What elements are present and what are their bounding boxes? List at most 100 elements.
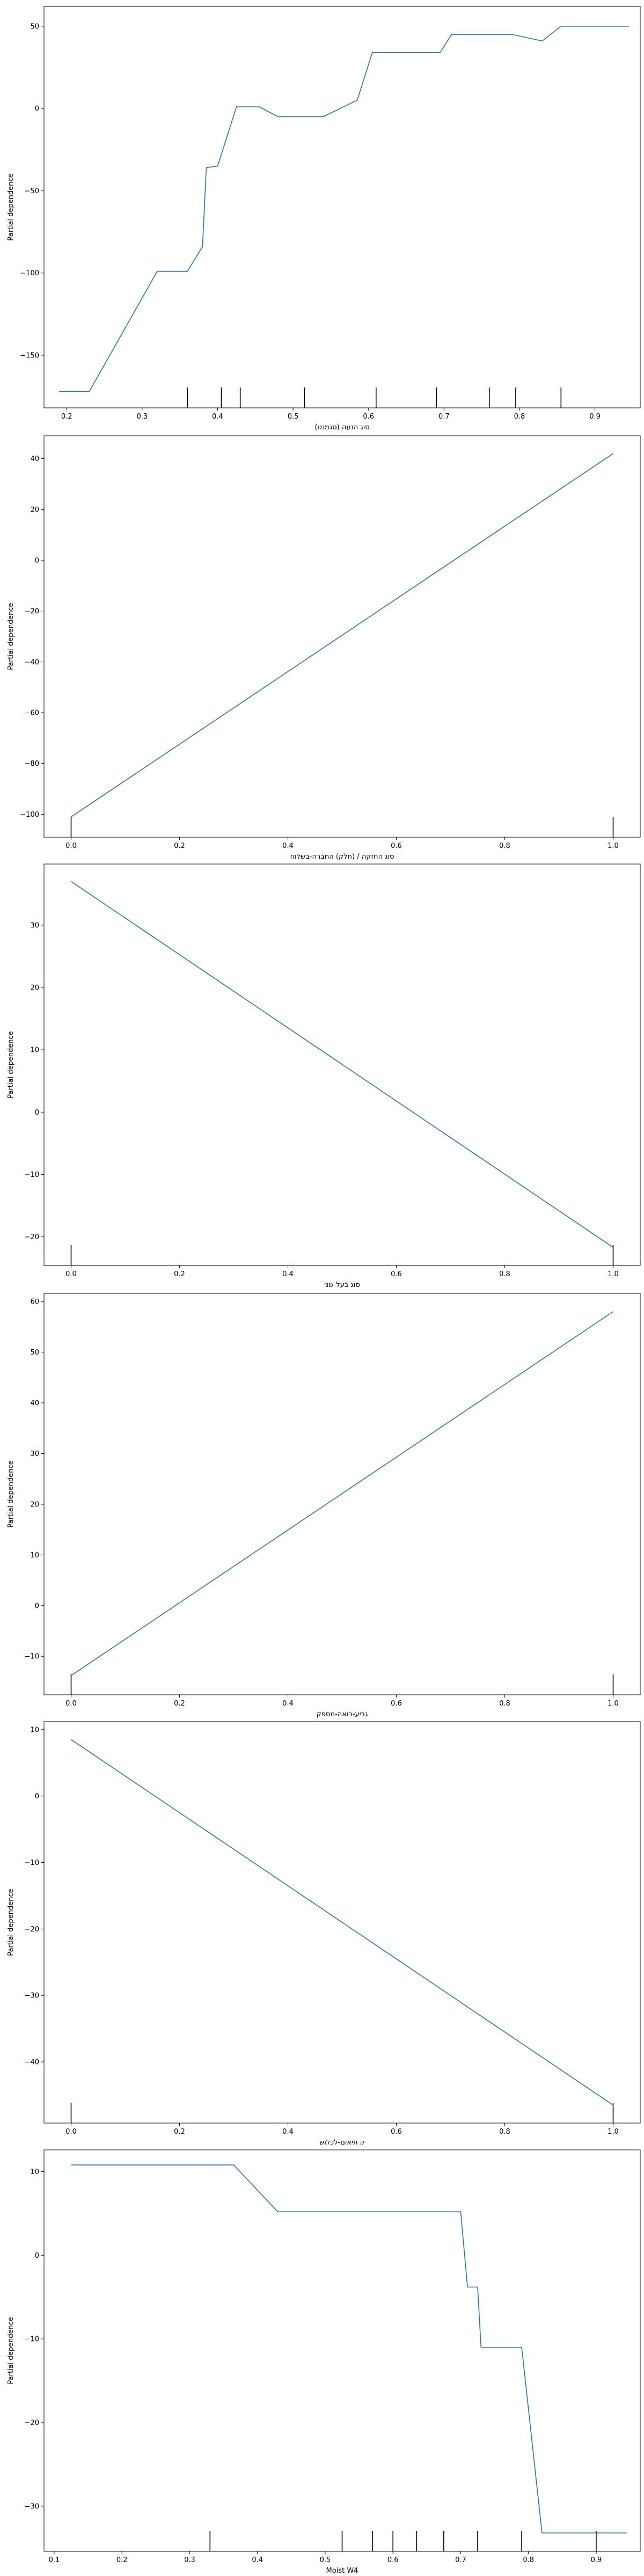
x-tick-label: 0.5 <box>288 413 299 421</box>
x-tick-label: 0.8 <box>499 1270 510 1278</box>
y-axis-label: Partial dependence <box>7 1460 15 1527</box>
y-tick-label: 10 <box>30 2168 39 2176</box>
x-tick-label: 0.5 <box>320 2556 331 2564</box>
axes-frame <box>43 1293 641 1695</box>
x-tick-label: 0.4 <box>282 2128 294 2136</box>
x-tick-label: 0.7 <box>455 2556 466 2564</box>
y-tick-label: −20 <box>25 1926 39 1934</box>
y-tick-label: −150 <box>20 352 39 360</box>
x-axis-label: גביע-רואה-מספק <box>317 1710 368 1718</box>
y-tick-label: −20 <box>25 1233 39 1241</box>
chart-panel-3: 0.0 0.2 0.4 0.6 0.8 1.0 30 20 10 0 −10 −20 סוג בעל-ש… <box>7 863 641 1289</box>
series-line <box>59 25 629 392</box>
x-axis-label: ק תיאום-לכלוש <box>319 2139 365 2147</box>
x-tick-label: 0.2 <box>174 1270 185 1278</box>
y-axis-label: Partial dependence <box>7 173 15 240</box>
x-tick-label: 0.4 <box>282 1700 294 1708</box>
x-tick-label: 0.0 <box>65 842 77 850</box>
x-tick-label: 0.6 <box>363 413 374 421</box>
y-tick-label: 30 <box>30 921 39 930</box>
series-line <box>71 2164 627 2534</box>
x-tick-label: 0.4 <box>282 1270 294 1278</box>
y-tick-label: 20 <box>30 984 39 992</box>
x-tick-label: 0.1 <box>49 2556 60 2564</box>
y-tick-label: −20 <box>25 2419 39 2427</box>
x-tick-label: 0.4 <box>252 2556 263 2564</box>
x-tick-label: 1.0 <box>608 1700 619 1708</box>
y-tick-label: 40 <box>30 455 39 463</box>
y-tick-label: 0 <box>35 1602 39 1610</box>
x-tick-label: 0.6 <box>391 842 402 850</box>
y-tick-label: 60 <box>30 1298 39 1306</box>
y-tick-label: 10 <box>30 1046 39 1055</box>
y-tick-label: −80 <box>25 760 39 768</box>
axes-frame <box>43 863 641 1266</box>
y-tick-label: −40 <box>25 2059 39 2067</box>
x-tick-label: 0.0 <box>65 2128 77 2136</box>
y-tick-label: −100 <box>20 269 39 277</box>
y-tick-label: −60 <box>25 709 39 718</box>
y-tick-label: −30 <box>25 2502 39 2511</box>
x-axis-label: Moist W4 <box>326 2567 358 2575</box>
y-axis-label: Partial dependence <box>7 1031 15 1098</box>
x-tick-label: 0.4 <box>212 413 223 421</box>
x-tick-label: 0.6 <box>387 2556 399 2564</box>
series-line <box>71 453 613 817</box>
y-tick-label: −100 <box>20 811 39 819</box>
x-tick-label: 0.7 <box>438 413 450 421</box>
x-tick-label: 0.9 <box>589 413 601 421</box>
series-line <box>71 1739 613 2106</box>
y-axis-label: Partial dependence <box>7 603 15 670</box>
y-tick-label: 0 <box>35 557 39 565</box>
y-tick-label: 0 <box>35 1792 39 1801</box>
y-tick-label: 0 <box>35 105 39 113</box>
y-tick-label: 10 <box>30 1552 39 1560</box>
x-tick-label: 0.2 <box>174 842 185 850</box>
x-tick-label: 1.0 <box>608 1270 619 1278</box>
y-tick-label: 10 <box>30 1726 39 1734</box>
y-tick-label: 50 <box>30 1349 39 1357</box>
x-tick-label: 1.0 <box>608 2128 619 2136</box>
axes-frame <box>43 2149 641 2552</box>
series-line <box>71 1311 613 1676</box>
y-axis-label: Partial dependence <box>7 1889 15 1956</box>
x-tick-label: 0.6 <box>391 2128 402 2136</box>
x-axis-label: סוג בעל-שני <box>324 1281 360 1289</box>
x-tick-label: 0.8 <box>499 1700 510 1708</box>
x-tick-label: 0.8 <box>499 842 510 850</box>
x-axis-label: סוג הנעה (סגמנט) <box>314 423 369 431</box>
x-axis-label: סוג החזקה / (חלק) החברה-בשלוח <box>290 853 394 861</box>
axes-frame <box>43 435 641 838</box>
y-tick-label: −40 <box>25 658 39 667</box>
x-tick-label: 0.2 <box>61 413 72 421</box>
y-tick-label: −20 <box>25 608 39 616</box>
x-tick-label: 0.3 <box>184 2556 195 2564</box>
x-tick-label: 0.8 <box>523 2556 534 2564</box>
y-tick-label: −10 <box>25 2336 39 2344</box>
y-tick-label: −10 <box>25 1859 39 1867</box>
x-tick-label: 0.6 <box>391 1700 402 1708</box>
chart-panel-6: 0.1 0.2 0.3 0.4 0.5 0.6 0.7 0.8 0.9 10 0 −10 −20 −30 M… <box>7 2149 641 2575</box>
x-tick-label: 0.0 <box>65 1700 77 1708</box>
chart-panel-5: 0.0 0.2 0.4 0.6 0.8 1.0 10 0 −10 −20 −30 −40 ק תיאום… <box>7 1721 641 2147</box>
x-tick-label: 0.9 <box>591 2556 602 2564</box>
x-tick-label: 0.3 <box>136 413 148 421</box>
y-axis-label: Partial dependence <box>7 2317 15 2384</box>
y-tick-label: 20 <box>30 1501 39 1509</box>
y-tick-label: −30 <box>25 1992 39 2000</box>
chart-panel-2: 0.0 0.2 0.4 0.6 0.8 1.0 40 20 0 −20 −40 −60 −80 −100 ס… <box>7 435 641 861</box>
x-tick-label: 0.2 <box>116 2556 128 2564</box>
x-tick-label: 0.0 <box>65 1270 77 1278</box>
axes-frame <box>43 6 641 408</box>
y-tick-label: −50 <box>25 187 39 195</box>
x-tick-label: 0.2 <box>174 1700 185 1708</box>
series-line <box>71 881 613 1248</box>
y-tick-label: 20 <box>30 506 39 514</box>
x-tick-label: 0.2 <box>174 2128 185 2136</box>
axes-frame <box>43 1721 641 2124</box>
y-tick-label: 50 <box>30 23 39 31</box>
x-tick-label: 0.6 <box>391 1270 402 1278</box>
y-tick-label: −10 <box>25 1653 39 1661</box>
x-tick-label: 0.8 <box>514 413 525 421</box>
